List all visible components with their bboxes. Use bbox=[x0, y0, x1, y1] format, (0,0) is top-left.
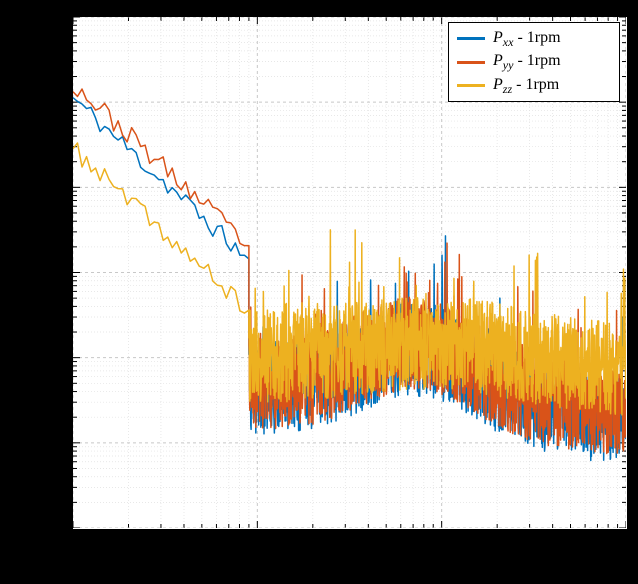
series-pzz bbox=[73, 143, 626, 415]
legend-label: Pxx - 1rpm bbox=[493, 27, 561, 50]
legend-item-pxx: Pxx - 1rpm bbox=[457, 27, 611, 50]
legend-item-pyy: Pyy - 1rpm bbox=[457, 50, 611, 73]
legend-swatch bbox=[457, 84, 485, 87]
legend: Pxx - 1rpmPyy - 1rpmPzz - 1rpm bbox=[448, 22, 620, 102]
legend-swatch bbox=[457, 61, 485, 64]
legend-label: Pyy - 1rpm bbox=[493, 50, 561, 73]
legend-swatch bbox=[457, 37, 485, 40]
legend-item-pzz: Pzz - 1rpm bbox=[457, 74, 611, 97]
figure-frame: Pxx - 1rpmPyy - 1rpmPzz - 1rpm bbox=[0, 0, 638, 584]
legend-label: Pzz - 1rpm bbox=[493, 74, 559, 97]
